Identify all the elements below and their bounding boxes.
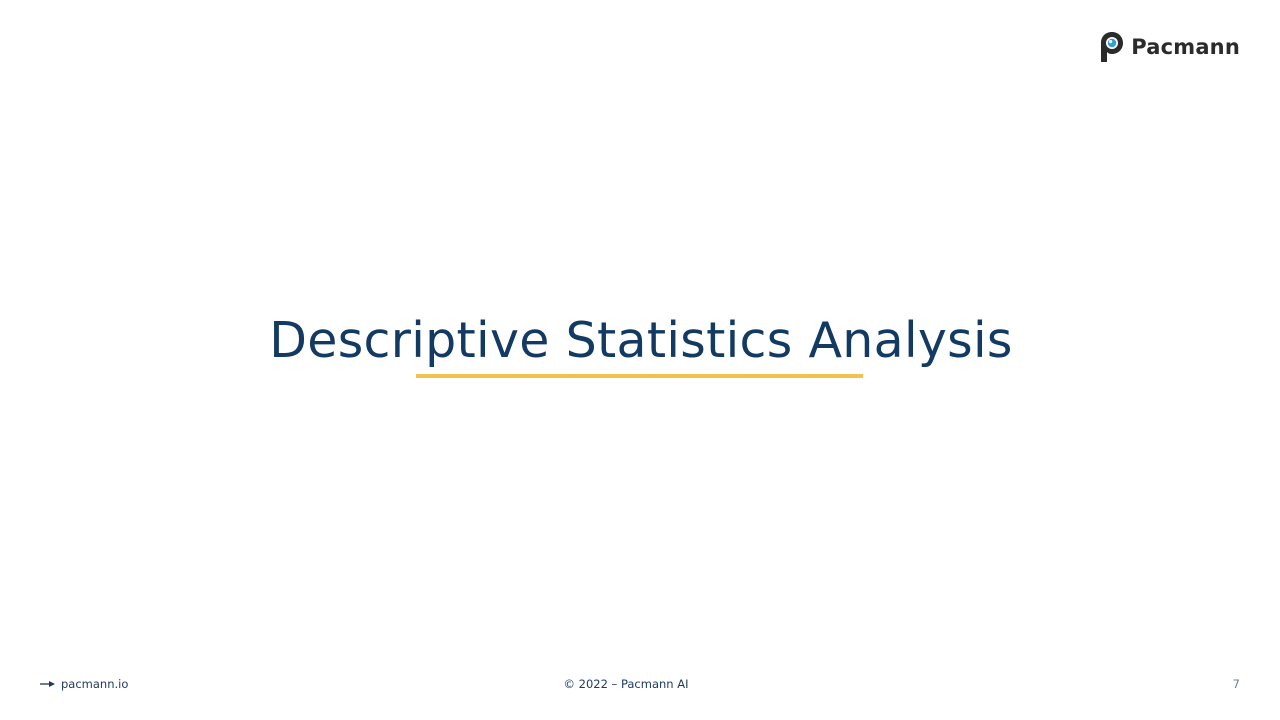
footer-website: pacmann.io bbox=[61, 677, 129, 691]
footer-website-link[interactable]: pacmann.io bbox=[40, 677, 128, 691]
brand-logo: Pacmann bbox=[1099, 30, 1240, 64]
title-underline bbox=[416, 374, 863, 378]
title-block: Descriptive Statistics Analysis bbox=[0, 306, 1280, 386]
arrow-right-icon bbox=[40, 681, 55, 687]
footer-copyright: © 2022 – Pacmann AI bbox=[563, 677, 689, 691]
slide-title: Descriptive Statistics Analysis bbox=[269, 312, 1013, 369]
pacmann-logo-icon bbox=[1101, 32, 1124, 62]
page-number: 7 bbox=[1232, 677, 1240, 691]
footer: pacmann.io © 2022 – Pacmann AI 7 bbox=[0, 675, 1280, 695]
brand-name: Pacmann bbox=[1131, 35, 1240, 59]
